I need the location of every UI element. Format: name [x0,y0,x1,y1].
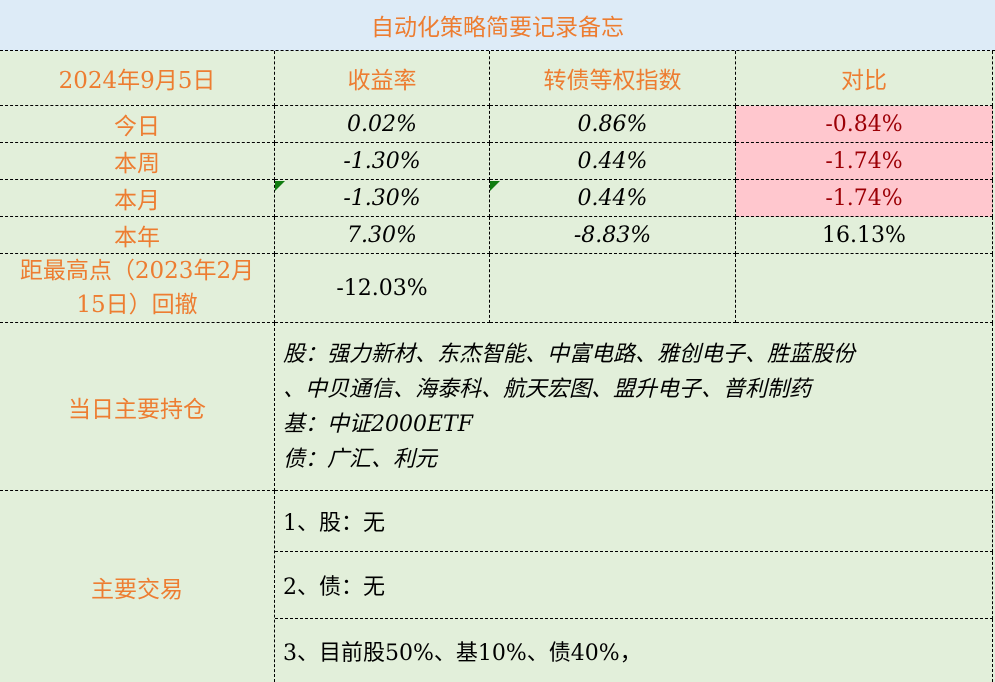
cell-comment-marker [490,181,500,191]
row-label[interactable]: 今日 [0,106,275,143]
trades-label[interactable]: 主要交易 [0,491,275,682]
holdings-line: 股：强力新材、东杰智能、中富电路、雅创电子、胜蓝股份 [283,341,856,367]
row-label[interactable]: 本月 [0,180,275,217]
return-cell[interactable]: 7.30% [275,217,490,254]
empty-cell[interactable] [490,254,736,323]
index-cell[interactable]: 0.44% [490,143,736,180]
trade-item[interactable]: 2、债：无 [275,552,993,619]
drawdown-label[interactable]: 距最高点（2023年2月15日）回撤 [0,254,275,323]
trade-item[interactable]: 1、股：无 [275,491,993,552]
header-date[interactable]: 2024年9月5日 [0,51,275,106]
holdings-line: 基：中证2000ETF [283,411,473,437]
sheet-title[interactable]: 自动化策略简要记录备忘 [0,0,995,51]
index-cell[interactable]: -8.83% [490,217,736,254]
return-cell[interactable]: -1.30% [275,180,490,217]
row-label[interactable]: 本年 [0,217,275,254]
header-index[interactable]: 转债等权指数 [490,51,736,106]
compare-cell[interactable]: -1.74% [736,143,993,180]
empty-cell[interactable] [736,254,993,323]
compare-cell[interactable]: 16.13% [736,217,993,254]
trade-item[interactable]: 3、目前股50%、基10%、债40%， [275,619,993,682]
return-cell[interactable]: -1.30% [275,143,490,180]
compare-cell[interactable]: -0.84% [736,106,993,143]
holdings-label[interactable]: 当日主要持仓 [0,323,275,491]
return-cell[interactable]: 0.02% [275,106,490,143]
holdings-line: 、中贝通信、海泰科、航天宏图、盟升电子、普利制药 [283,376,812,402]
compare-cell[interactable]: -1.74% [736,180,993,217]
index-cell[interactable]: 0.86% [490,106,736,143]
holdings-line: 债：广汇、利元 [283,446,438,472]
drawdown-value[interactable]: -12.03% [275,254,490,323]
header-return[interactable]: 收益率 [275,51,490,106]
cell-comment-marker [275,181,285,191]
row-label[interactable]: 本周 [0,143,275,180]
holdings-cell[interactable]: 股：强力新材、东杰智能、中富电路、雅创电子、胜蓝股份 、中贝通信、海泰科、航天宏… [275,323,993,491]
index-cell[interactable]: 0.44% [490,180,736,217]
header-compare[interactable]: 对比 [736,51,993,106]
